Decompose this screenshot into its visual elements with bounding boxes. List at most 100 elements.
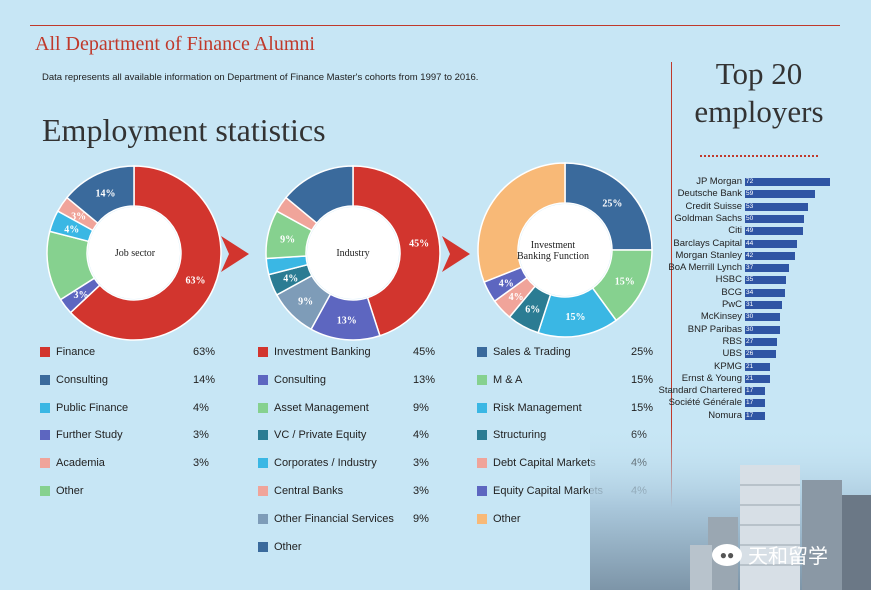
employer-value: 59	[746, 190, 754, 198]
slice-label-risk-management: 15%	[565, 312, 585, 323]
employer-value: 17	[746, 387, 754, 395]
legend-item-m-a: M & A 15%	[477, 374, 659, 388]
employer-bar	[745, 313, 780, 322]
legend-item-asset-management: Asset Management 9%	[258, 402, 441, 416]
employer-name: RBS	[722, 335, 742, 347]
employer-row-boa-merrill-lynch: BoA Merrill Lynch 37	[660, 262, 850, 274]
legend-value: 14%	[193, 373, 216, 386]
employer-row-goldman-sachs: Goldman Sachs 50	[660, 213, 850, 225]
legend-value: 3%	[193, 429, 209, 442]
employer-row-kpmg: KPMG 21	[660, 361, 850, 373]
legend-item-other-financial-services: Other Financial Services 9%	[258, 513, 441, 527]
employer-value: 49	[746, 227, 754, 235]
employer-name: Standard Chartered	[658, 385, 742, 397]
employer-value: 17	[746, 411, 754, 419]
legend-label: Public Finance	[56, 401, 129, 414]
donut-hole	[88, 207, 180, 299]
employer-row-bcg: BCG 34	[660, 287, 850, 299]
donut-hole	[519, 204, 611, 296]
chart-center-label-industry: Industry	[336, 248, 370, 259]
employer-name: Citi	[728, 225, 742, 237]
employer-value: 35	[746, 276, 754, 284]
legend-label: Corporates / Industry	[274, 457, 377, 470]
legend-item-corporates-industry: Corporates / Industry 3%	[258, 457, 441, 471]
employer-row-barclays-capital: Barclays Capital 44	[660, 238, 850, 250]
employer-bar	[745, 178, 830, 186]
employer-row-rbs: RBS 27	[660, 336, 850, 348]
employer-bar	[745, 374, 770, 383]
employer-bar	[745, 325, 780, 334]
legend-swatch	[258, 374, 268, 385]
employer-bar	[745, 239, 797, 248]
employer-value: 26	[746, 350, 754, 358]
legend-swatch	[258, 541, 268, 552]
slice-investment-banking-function-other	[477, 162, 566, 284]
slice-job-sector-consulting	[65, 165, 135, 225]
legend-swatch	[258, 486, 268, 496]
legend-label: Further Study	[56, 429, 123, 442]
legend-swatch	[258, 458, 268, 469]
legend-item-academia: Academia 3%	[40, 457, 221, 471]
slice-label-asset-management: 9%	[280, 234, 295, 245]
employer-row-citi: Citi 49	[660, 225, 850, 237]
slice-label-other-financial-services: 9%	[298, 296, 313, 307]
slice-label-equity-capital-markets: 4%	[499, 278, 514, 289]
wechat-icon: ●●	[712, 543, 742, 566]
data-note: Data represents all available informatio…	[42, 72, 479, 83]
dotted-rule	[700, 155, 818, 157]
employer-name: BoA Merrill Lynch	[668, 262, 742, 274]
employer-name: UBS	[722, 348, 742, 360]
legend-swatch	[477, 347, 487, 357]
legend-item-vc-private-equity: VC / Private Equity 4%	[258, 429, 441, 443]
legend-value: 3%	[413, 457, 429, 470]
employer-name: Barclays Capital	[673, 237, 742, 249]
legend-swatch	[40, 347, 50, 357]
employer-name: Goldman Sachs	[674, 212, 742, 224]
employer-bar	[745, 362, 770, 371]
employer-row-bnp-paribas: BNP Paribas 30	[660, 324, 850, 336]
legend-value: 4%	[413, 429, 429, 442]
legend-value: 15%	[631, 401, 654, 414]
slice-label-further-study: 3%	[74, 290, 89, 301]
legend-value: 3%	[193, 457, 209, 470]
divider-line	[671, 62, 672, 582]
legend-swatch	[258, 513, 268, 524]
employer-row-mckinsey: McKinsey 30	[660, 311, 850, 323]
legend-item-finance: Finance 63%	[40, 346, 221, 360]
employer-value: 34	[746, 288, 754, 296]
employer-bar	[745, 350, 776, 359]
employer-value: 53	[746, 202, 754, 210]
chart-center-label-ib-function: Investment Banking Function	[517, 240, 589, 262]
legend-value: 4%	[193, 401, 209, 414]
employer-name: Société Générale	[668, 397, 742, 409]
employer-name: BCG	[721, 286, 742, 298]
legend-swatch	[258, 430, 268, 441]
legend-value: 25%	[631, 346, 654, 358]
legend-label: VC / Private Equity	[274, 429, 367, 442]
slice-industry-other	[284, 165, 354, 225]
legend-label: Sales & Trading	[493, 346, 571, 358]
employer-row-ernst-young: Ernst & Young 21	[660, 373, 850, 385]
legend-swatch	[477, 513, 487, 524]
legend-value: 3%	[413, 485, 429, 497]
slice-label-vc-private-equity: 4%	[283, 274, 298, 285]
slice-industry-investment-banking	[352, 165, 441, 337]
employer-bar	[745, 214, 804, 223]
watermark-text: 天和留学	[748, 546, 828, 568]
employer-bar	[745, 202, 808, 211]
employer-name: BNP Paribas	[687, 323, 742, 335]
employer-bar	[745, 387, 765, 396]
employer-row-pwc: PwC 31	[660, 299, 850, 311]
slice-investment-banking-function-sales-trading	[564, 162, 653, 251]
watermark: ●● 天和留学	[712, 540, 828, 569]
employer-bar	[745, 288, 785, 297]
legend-label: Asset Management	[274, 401, 369, 414]
slice-label-consulting: 13%	[337, 316, 357, 327]
employer-bar	[745, 301, 782, 309]
legend-label: Other Financial Services	[274, 512, 394, 525]
legend-item-consulting: Consulting 14%	[40, 374, 221, 388]
legend-label: Consulting	[274, 373, 326, 386]
legend-item-consulting: Consulting 13%	[258, 374, 441, 388]
slice-label-finance: 63%	[185, 276, 205, 287]
employer-bar	[745, 190, 815, 199]
